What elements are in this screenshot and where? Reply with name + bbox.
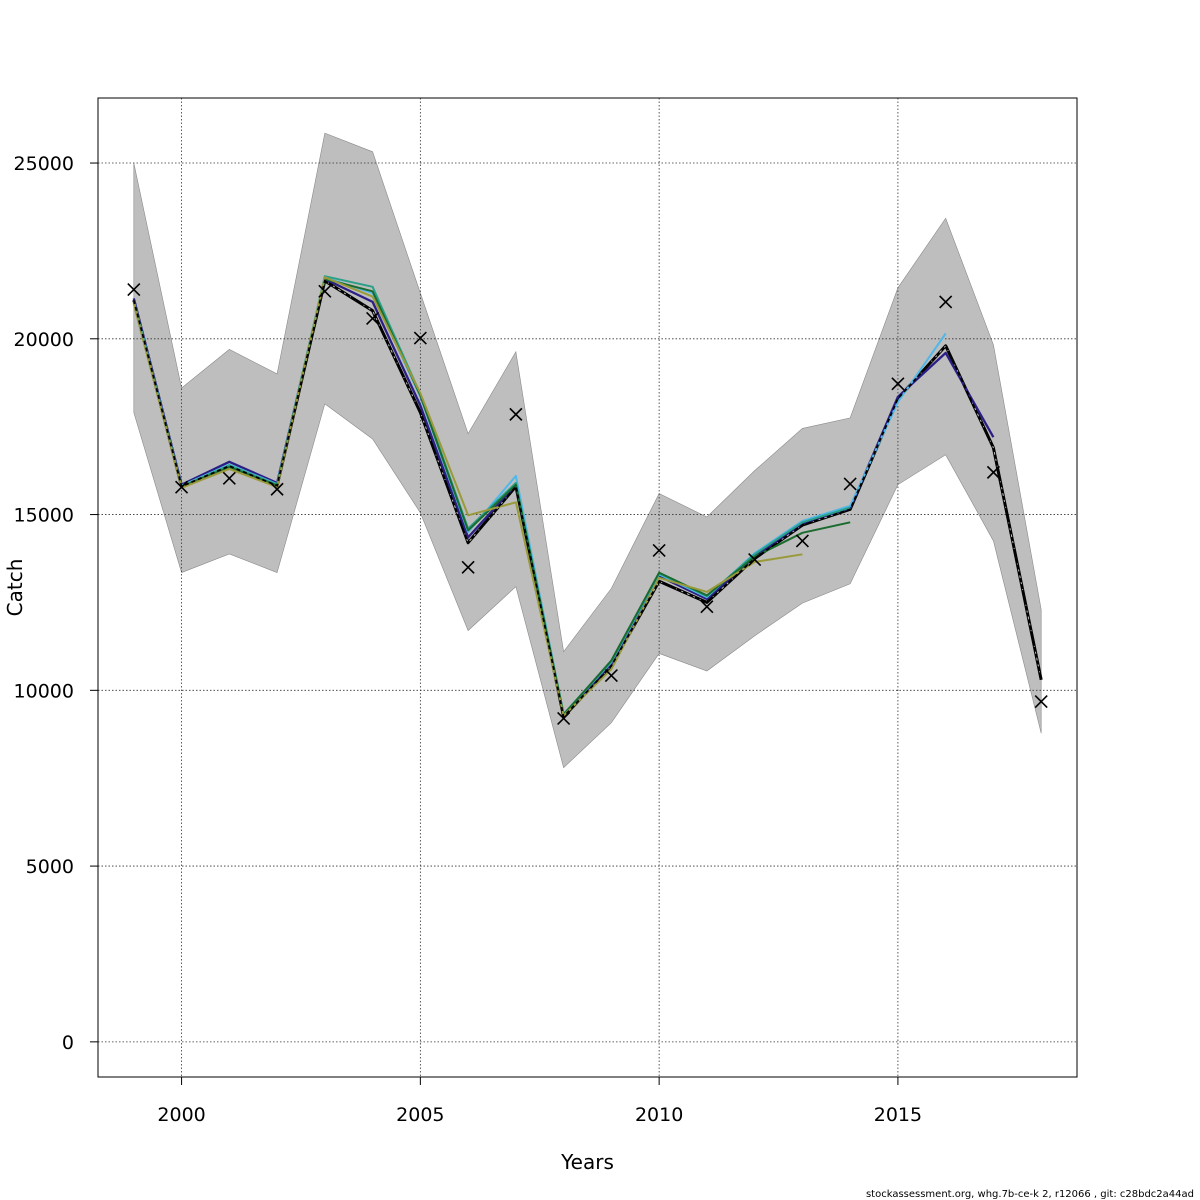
- observation-point: [843, 477, 857, 491]
- observation-point: [891, 377, 905, 391]
- observation-point: [127, 283, 141, 297]
- observation-point: [939, 295, 953, 309]
- observation-point: [413, 331, 427, 345]
- observation-point: [604, 668, 618, 683]
- observation-point: [652, 543, 666, 557]
- observation-point: [366, 311, 380, 325]
- y-axis: 0 5000 10000 15000 20000 25000: [14, 153, 98, 1054]
- confidence-band: [133, 132, 1042, 769]
- x-axis: 2000 2005 2010 2015: [157, 1077, 922, 1126]
- observation-markers: [127, 283, 1048, 726]
- footer-note: stockassessment.org, whg.7b-ce-k 2, r120…: [866, 1189, 1194, 1200]
- plot-frame: [97, 97, 1078, 1078]
- y-axis-title: Catch: [3, 559, 27, 617]
- y-tick-label: 5000: [26, 856, 74, 878]
- observation-point: [222, 471, 236, 485]
- y-tick-label: 10000: [14, 680, 74, 702]
- x-tick-label: 2005: [396, 1104, 444, 1126]
- x-tick-label: 2010: [635, 1104, 683, 1126]
- observation-point: [748, 552, 762, 567]
- y-tick-label: 20000: [14, 329, 74, 351]
- observation-point: [795, 534, 809, 548]
- observation-point: [557, 711, 571, 726]
- observation-point: [318, 284, 332, 298]
- x-axis-title: Years: [560, 1150, 614, 1174]
- grid: [98, 98, 1077, 1077]
- observation-point: [1034, 695, 1048, 709]
- observation-point: [986, 465, 1000, 479]
- y-tick-label: 0: [62, 1032, 74, 1054]
- y-tick-label: 15000: [14, 505, 74, 527]
- y-tick-label: 25000: [14, 153, 74, 175]
- x-tick-label: 2000: [157, 1104, 205, 1126]
- x-tick-label: 2015: [874, 1104, 922, 1126]
- band-area: [133, 132, 1042, 769]
- observation-point: [270, 482, 284, 496]
- observation-point: [461, 560, 475, 574]
- series-line-5: [132, 276, 803, 717]
- observation-point: [509, 407, 523, 421]
- series-lines: [132, 275, 1043, 719]
- reference-line-overlay: [132, 279, 1043, 719]
- observation-point: [175, 480, 189, 494]
- observation-point: [700, 600, 714, 614]
